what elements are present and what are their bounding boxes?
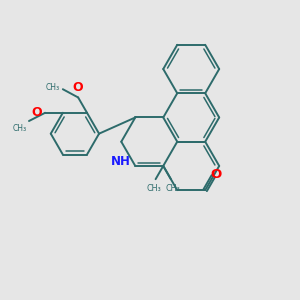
- Text: O: O: [31, 106, 42, 119]
- Text: O: O: [210, 168, 221, 181]
- Text: NH: NH: [111, 155, 131, 168]
- Text: CH₃: CH₃: [13, 124, 27, 133]
- Text: O: O: [73, 81, 83, 94]
- Text: CH₃: CH₃: [146, 184, 161, 194]
- Text: CH₃: CH₃: [45, 83, 59, 92]
- Text: CH₃: CH₃: [165, 184, 180, 194]
